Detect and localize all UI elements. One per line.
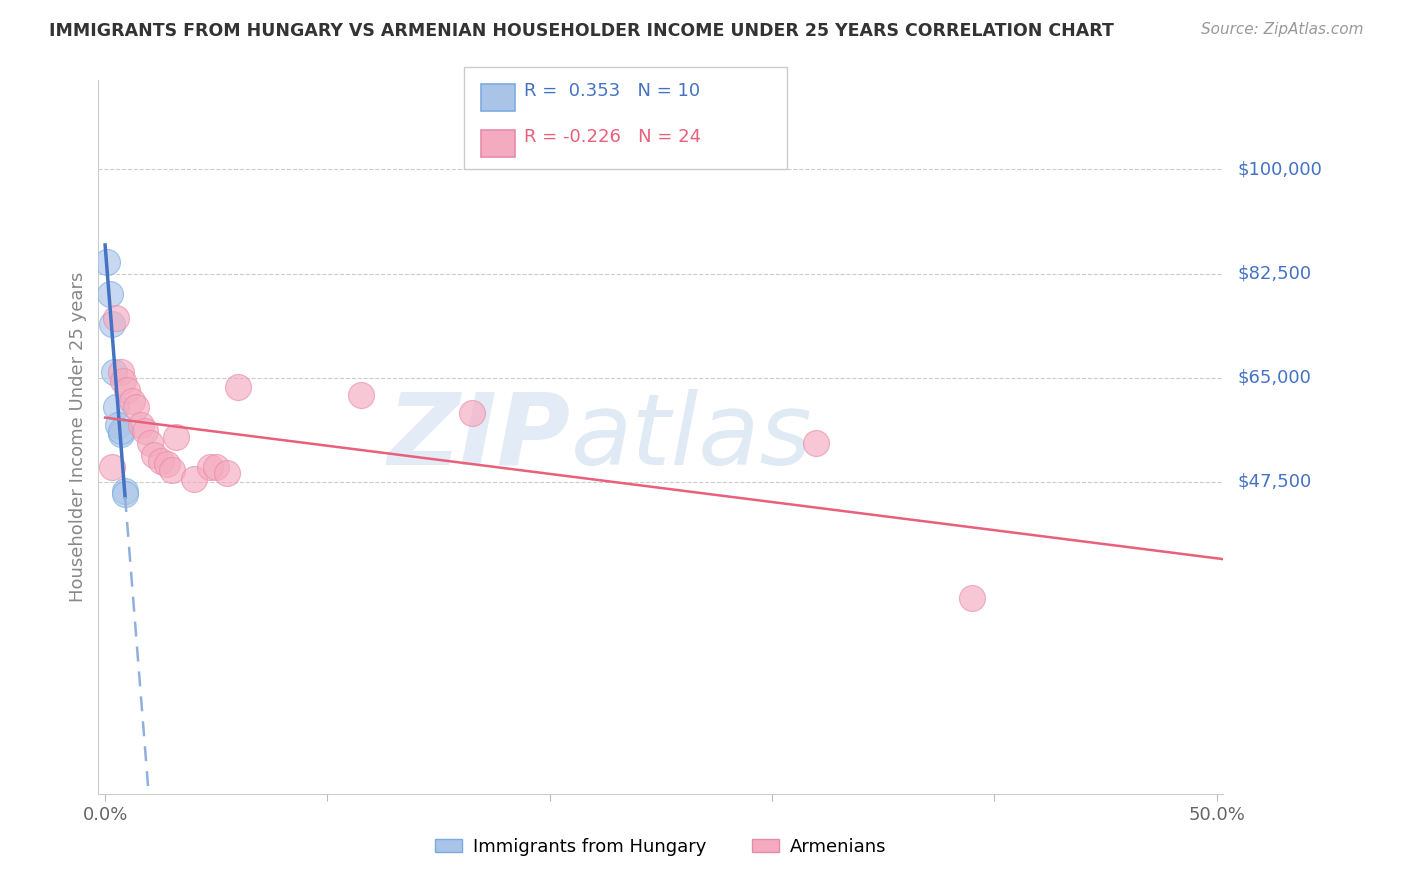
Text: $65,000: $65,000: [1237, 368, 1310, 386]
Text: $82,500: $82,500: [1237, 265, 1312, 283]
Point: [110, 424, 132, 438]
Point: [110, 427, 132, 442]
Point: [183, 472, 205, 486]
Y-axis label: Householder Income Under 25 years: Householder Income Under 25 years: [69, 272, 87, 602]
Point: [114, 486, 136, 500]
Point: [105, 401, 128, 415]
Point: [98, 287, 121, 301]
Point: [111, 374, 134, 388]
Point: [129, 418, 152, 433]
Text: $47,500: $47,500: [1237, 473, 1312, 491]
Point: [114, 483, 136, 498]
Point: [228, 379, 250, 393]
Text: ZIP: ZIP: [388, 389, 571, 485]
Point: [103, 365, 125, 379]
Point: [461, 406, 484, 420]
Point: [198, 459, 221, 474]
Point: [165, 430, 187, 444]
Text: R =  0.353   N = 10: R = 0.353 N = 10: [524, 82, 700, 100]
Text: atlas: atlas: [571, 389, 813, 485]
Text: Source: ZipAtlas.com: Source: ZipAtlas.com: [1201, 22, 1364, 37]
Point: [117, 383, 139, 397]
Point: [96, 254, 118, 268]
Point: [138, 436, 160, 450]
Point: [100, 459, 122, 474]
Point: [960, 591, 983, 605]
Point: [125, 401, 148, 415]
Point: [806, 436, 828, 450]
Point: [149, 454, 172, 468]
Text: $100,000: $100,000: [1237, 161, 1322, 178]
Point: [156, 457, 179, 471]
Legend: Immigrants from Hungary, Armenians: Immigrants from Hungary, Armenians: [429, 831, 893, 863]
Point: [160, 463, 183, 477]
Point: [121, 394, 143, 409]
Point: [100, 317, 122, 331]
Point: [217, 466, 239, 480]
Point: [143, 448, 166, 462]
Text: IMMIGRANTS FROM HUNGARY VS ARMENIAN HOUSEHOLDER INCOME UNDER 25 YEARS CORRELATIO: IMMIGRANTS FROM HUNGARY VS ARMENIAN HOUS…: [49, 22, 1114, 40]
Point: [110, 365, 132, 379]
Point: [350, 388, 373, 402]
Text: R = -0.226   N = 24: R = -0.226 N = 24: [524, 128, 702, 146]
Point: [105, 311, 128, 326]
Point: [107, 418, 129, 433]
Point: [205, 459, 228, 474]
Point: [134, 424, 156, 438]
